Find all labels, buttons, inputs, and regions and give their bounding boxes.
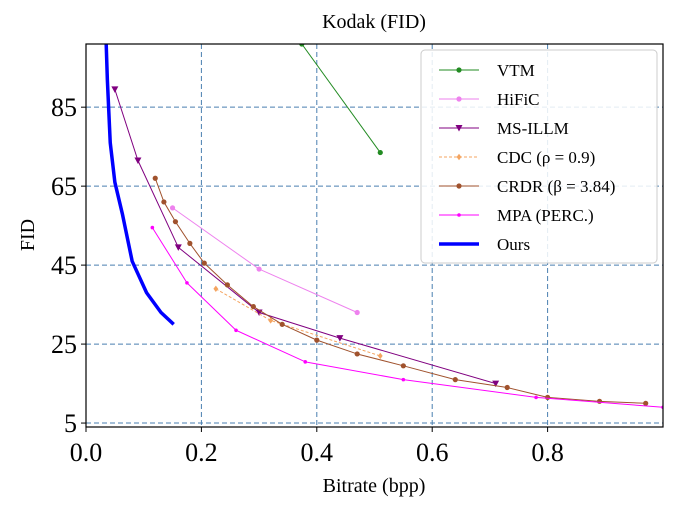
legend-label: Ours xyxy=(497,235,530,254)
legend-marker xyxy=(456,153,462,161)
legend-label: MPA (PERC.) xyxy=(497,206,594,225)
data-point xyxy=(201,260,207,266)
legend-entry-hific: HiFiC xyxy=(439,90,540,109)
data-point xyxy=(504,384,510,391)
series-hific xyxy=(169,205,360,316)
data-point xyxy=(250,303,256,310)
data-point xyxy=(314,337,320,343)
data-point xyxy=(234,328,238,333)
legend-marker xyxy=(456,183,462,189)
data-point xyxy=(534,395,538,400)
data-point xyxy=(134,157,142,164)
x-tick-label: 0.8 xyxy=(531,438,564,467)
series-line-ms-illm xyxy=(114,89,496,385)
series-line-crdr-3-84 xyxy=(154,178,646,404)
data-point xyxy=(452,377,458,383)
legend-box xyxy=(420,49,658,264)
data-point xyxy=(169,205,176,211)
data-point xyxy=(354,309,360,316)
series-line-ours xyxy=(104,44,175,326)
x-tick-label: 0.4 xyxy=(301,438,334,467)
data-point xyxy=(150,225,155,230)
legend-label: HiFiC xyxy=(497,90,540,109)
data-point xyxy=(174,244,182,251)
legend-label: VTM xyxy=(497,61,535,80)
y-tick-label: 65 xyxy=(51,172,77,201)
series-layer xyxy=(104,44,663,410)
data-point xyxy=(354,351,360,357)
data-point xyxy=(492,380,500,388)
legend-marker xyxy=(455,125,463,132)
data-point xyxy=(299,44,305,47)
y-axis-label: FID xyxy=(17,219,39,251)
data-point xyxy=(256,266,262,272)
plot-frame xyxy=(85,43,664,428)
data-point xyxy=(545,394,551,400)
legend-label: CRDR (β = 3.84) xyxy=(497,177,615,196)
x-tick-label: 0.2 xyxy=(185,438,218,467)
data-point xyxy=(377,149,383,156)
y-tick-label: 45 xyxy=(51,251,77,280)
legend-marker xyxy=(456,96,462,102)
legend: VTM HiFiC MS-ILLM CDC (ρ = 0.9) CRDR (β = 3.… xyxy=(420,49,658,264)
series-line-vtm xyxy=(301,44,381,153)
series-cdc-0-9 xyxy=(213,285,383,360)
chart-title: Kodak (FID) xyxy=(322,11,426,33)
y-axis-ticks: 5 25 45 65 85 xyxy=(51,93,86,438)
series-ours xyxy=(104,44,175,326)
data-point xyxy=(303,360,308,364)
data-point xyxy=(161,199,167,205)
series-line-cdc-0-9 xyxy=(215,288,381,357)
data-point xyxy=(187,240,193,246)
data-point xyxy=(172,219,179,225)
legend-marker xyxy=(456,67,462,73)
data-point xyxy=(401,377,406,382)
data-point xyxy=(185,281,189,285)
series-crdr-3-84 xyxy=(152,175,649,406)
legend-entry-cdc-0-9: CDC (ρ = 0.9) xyxy=(439,148,595,167)
data-point xyxy=(224,282,230,288)
x-tick-label: 0.0 xyxy=(70,438,103,467)
data-point xyxy=(111,86,119,93)
legend-label: CDC (ρ = 0.9) xyxy=(497,148,595,167)
x-tick-label: 0.6 xyxy=(416,438,449,467)
legend-marker xyxy=(457,213,461,217)
data-point xyxy=(400,363,406,369)
data-point xyxy=(336,335,344,342)
y-tick-label: 25 xyxy=(51,330,77,359)
data-point xyxy=(643,400,649,406)
data-point xyxy=(268,317,274,324)
y-tick-label: 5 xyxy=(64,409,77,438)
data-point xyxy=(596,398,603,404)
data-point xyxy=(279,321,285,327)
series-vtm xyxy=(299,44,383,156)
legend-entry-ours: Ours xyxy=(439,235,530,254)
legend-entry-mpa-perc: MPA (PERC.) xyxy=(439,206,594,225)
series-line-hific xyxy=(172,207,358,313)
legend-entry-vtm: VTM xyxy=(439,61,535,80)
data-point xyxy=(152,175,158,181)
x-axis-ticks: 0.0 0.2 0.4 0.6 0.8 xyxy=(70,427,564,467)
legend-entry-ms-illm: MS-ILLM xyxy=(439,119,569,138)
legend-label: MS-ILLM xyxy=(497,119,569,138)
series-mpa-perc xyxy=(150,225,663,410)
data-point xyxy=(213,285,219,293)
y-tick-label: 85 xyxy=(51,93,77,122)
legend-entry-crdr-3-84: CRDR (β = 3.84) xyxy=(439,177,615,196)
data-point xyxy=(377,352,383,360)
x-axis-label: Bitrate (bpp) xyxy=(323,475,426,497)
